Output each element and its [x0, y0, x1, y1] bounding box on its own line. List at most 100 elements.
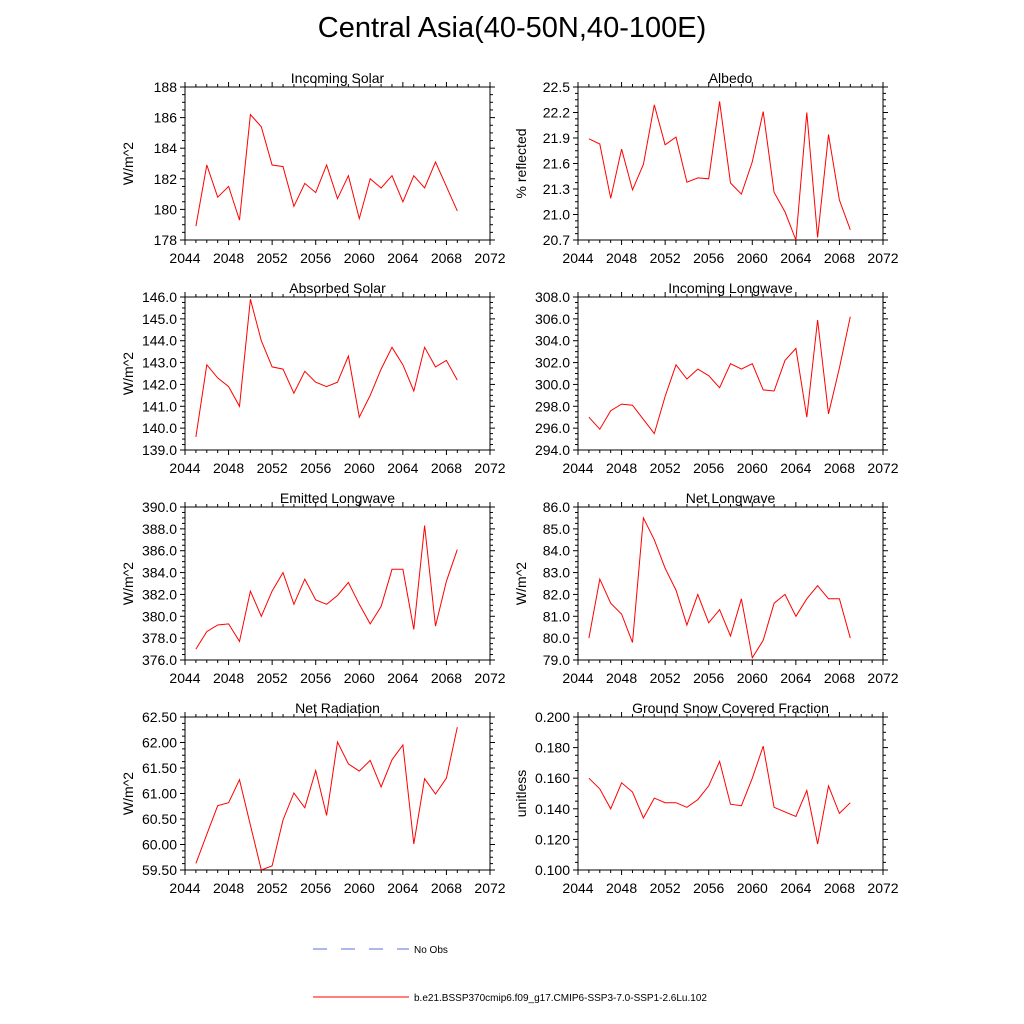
- series-line-0: [195, 113, 458, 227]
- x-tick-label: 2060: [737, 670, 768, 686]
- y-tick-label: 61.00: [142, 786, 177, 802]
- x-tick-label: 2064: [387, 250, 418, 266]
- y-tick-label: 386.0: [142, 543, 177, 559]
- y-tick-label: 60.50: [142, 811, 177, 827]
- x-tick-label: 2044: [169, 460, 200, 476]
- x-tick-label: 2072: [867, 460, 898, 476]
- y-tick-label: 380.0: [142, 608, 177, 624]
- series-line-0: [588, 316, 851, 435]
- y-tick-label: 140.0: [142, 420, 177, 436]
- y-axis-label: % reflected: [513, 128, 529, 198]
- y-tick-label: 84.0: [543, 543, 570, 559]
- y-tick-label: 0.200: [535, 709, 570, 725]
- x-tick-label: 2052: [257, 460, 288, 476]
- y-tick-label: 184: [154, 140, 178, 156]
- x-tick-label: 2048: [606, 670, 637, 686]
- series-line-0: [195, 299, 458, 437]
- y-tick-label: 62.50: [142, 709, 177, 725]
- x-tick-label: 2052: [650, 250, 681, 266]
- y-tick-label: 79.0: [543, 652, 570, 668]
- y-tick-label: 0.120: [535, 831, 570, 847]
- x-tick-label: 2044: [562, 880, 593, 896]
- panel-title: Absorbed Solar: [289, 280, 386, 296]
- y-tick-label: 145.0: [142, 311, 177, 327]
- panel-title: Ground Snow Covered Fraction: [632, 700, 829, 716]
- y-tick-label: 20.7: [543, 232, 570, 248]
- x-tick-label: 2044: [169, 250, 200, 266]
- x-tick-label: 2052: [257, 250, 288, 266]
- x-tick-label: 2068: [431, 460, 462, 476]
- y-tick-label: 182: [154, 171, 178, 187]
- x-tick-label: 2044: [169, 880, 200, 896]
- plot-frame: [577, 296, 884, 451]
- y-tick-label: 188: [154, 79, 178, 95]
- y-tick-label: 61.50: [142, 760, 177, 776]
- x-tick-label: 2056: [300, 670, 331, 686]
- panel-title: Incoming Solar: [291, 70, 385, 86]
- x-tick-label: 2068: [431, 880, 462, 896]
- y-tick-label: 86.0: [543, 499, 570, 515]
- y-tick-label: 178: [154, 232, 178, 248]
- y-tick-label: 21.9: [543, 130, 570, 146]
- y-tick-label: 308.0: [535, 289, 570, 305]
- y-tick-label: 146.0: [142, 289, 177, 305]
- x-tick-label: 2072: [867, 250, 898, 266]
- y-tick-label: 22.5: [543, 79, 570, 95]
- x-tick-label: 2052: [257, 670, 288, 686]
- x-tick-label: 2052: [257, 880, 288, 896]
- x-tick-label: 2056: [300, 880, 331, 896]
- x-tick-label: 2056: [693, 460, 724, 476]
- x-tick-label: 2068: [431, 670, 462, 686]
- panel-5: Net Longwave W/m^2 2044 2048 2052 2056 2060 206…: [513, 490, 899, 686]
- y-axis-label: unitless: [513, 770, 529, 817]
- x-tick-label: 2056: [693, 250, 724, 266]
- plot-frame: [184, 716, 491, 871]
- y-tick-label: 378.0: [142, 630, 177, 646]
- y-tick-label: 143.0: [142, 355, 177, 371]
- x-tick-label: 2068: [824, 670, 855, 686]
- y-tick-label: 384.0: [142, 565, 177, 581]
- series-line-0: [195, 525, 458, 650]
- y-tick-label: 142.0: [142, 376, 177, 392]
- x-tick-label: 2064: [387, 460, 418, 476]
- y-tick-label: 82.0: [543, 586, 570, 602]
- x-tick-label: 2048: [606, 460, 637, 476]
- y-tick-label: 22.2: [543, 105, 570, 121]
- x-tick-label: 2048: [606, 880, 637, 896]
- x-tick-label: 2060: [344, 670, 375, 686]
- x-tick-label: 2068: [824, 250, 855, 266]
- y-axis-label: W/m^2: [513, 562, 529, 605]
- y-tick-label: 0.100: [535, 862, 570, 878]
- x-tick-label: 2072: [474, 880, 505, 896]
- plot-frame: [184, 506, 491, 661]
- y-axis-label: W/m^2: [120, 352, 136, 395]
- series-line-0: [195, 727, 458, 871]
- x-tick-label: 2064: [387, 670, 418, 686]
- y-tick-label: 298.0: [535, 398, 570, 414]
- x-tick-label: 2052: [650, 880, 681, 896]
- y-tick-label: 304.0: [535, 333, 570, 349]
- x-tick-label: 2064: [387, 880, 418, 896]
- y-tick-label: 80.0: [543, 630, 570, 646]
- y-tick-label: 83.0: [543, 565, 570, 581]
- y-tick-label: 296.0: [535, 420, 570, 436]
- x-tick-label: 2072: [474, 670, 505, 686]
- x-tick-label: 2056: [300, 460, 331, 476]
- plot-frame: [184, 296, 491, 451]
- legend-obs-label: No Obs: [414, 945, 448, 956]
- x-tick-label: 2048: [213, 880, 244, 896]
- panel-title: Incoming Longwave: [668, 280, 793, 296]
- panel-title: Net Longwave: [686, 490, 776, 506]
- x-tick-label: 2056: [300, 250, 331, 266]
- y-tick-label: 59.50: [142, 862, 177, 878]
- x-tick-label: 2064: [780, 460, 811, 476]
- y-tick-label: 390.0: [142, 499, 177, 515]
- y-tick-label: 180: [154, 201, 178, 217]
- panel-3: Incoming Longwave 2044 2048 2052 2056 2060 206…: [535, 280, 899, 476]
- x-tick-label: 2072: [474, 460, 505, 476]
- plot-frame: [184, 86, 491, 241]
- x-tick-label: 2052: [650, 670, 681, 686]
- x-tick-label: 2060: [344, 880, 375, 896]
- panel-title: Net Radiation: [295, 700, 380, 716]
- x-tick-label: 2072: [474, 250, 505, 266]
